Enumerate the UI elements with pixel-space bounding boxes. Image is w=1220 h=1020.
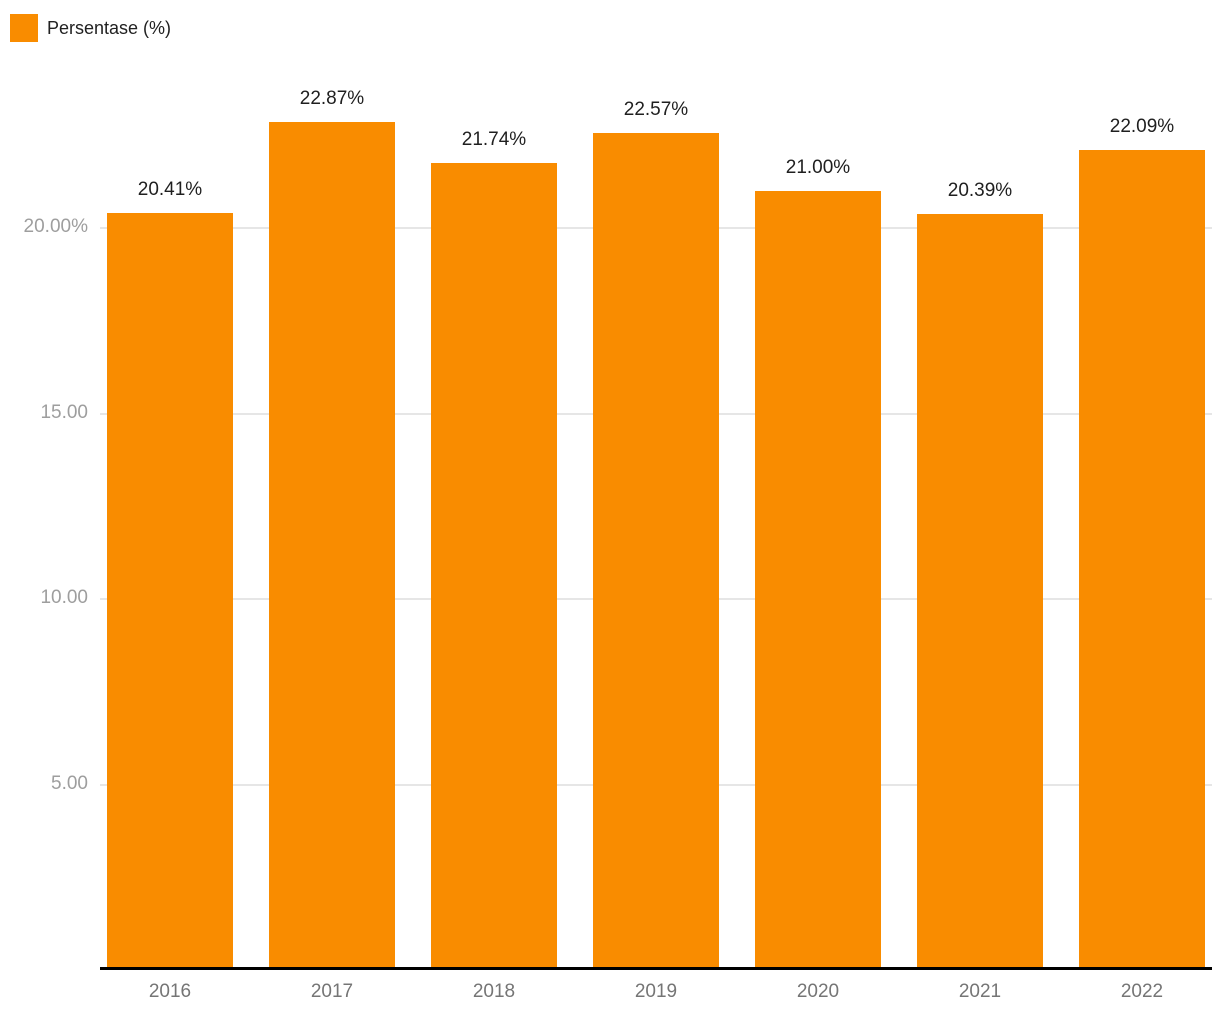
bar-2017[interactable] — [269, 121, 395, 970]
value-label-2016: 20.41% — [137, 178, 203, 200]
y-tick-label-5: 5.00 — [51, 772, 88, 794]
bar-2022[interactable] — [1079, 150, 1205, 970]
bar-2019[interactable] — [593, 132, 719, 970]
bar-2020[interactable] — [755, 190, 881, 970]
y-tick-label-10: 10.00 — [40, 587, 88, 608]
value-label-2017: 22.87% — [299, 87, 365, 109]
y-tick-label-15: 15.00 — [40, 401, 88, 423]
x-tick-label-2019: 2019 — [634, 981, 678, 1002]
legend-label: Persentase (%) — [47, 17, 172, 38]
plot-area: 20.41% 22.87% 21.74% 22.57% 21.00% 20.39% 22.0… — [100, 0, 1212, 970]
x-tick-label-2022: 2022 — [1120, 981, 1164, 1002]
x-tick-label-2018: 2018 — [472, 981, 516, 1002]
value-label-2022: 22.09% — [1109, 116, 1175, 138]
x-tick-label-2016: 2016 — [148, 981, 192, 1002]
value-label-2021: 20.39% — [947, 179, 1013, 201]
x-tick-label-2020: 2020 — [796, 981, 840, 1002]
y-tick-label-20: 20.00% — [23, 216, 88, 237]
bar-2018[interactable] — [431, 163, 557, 970]
bar-2016[interactable] — [107, 212, 233, 970]
value-label-2020: 21.00% — [785, 156, 851, 178]
value-label-2019: 22.57% — [623, 98, 689, 120]
legend: Persentase (%) — [10, 14, 171, 42]
value-label-2018: 21.74% — [461, 129, 527, 151]
x-tick-label-2017: 2017 — [310, 981, 354, 1002]
legend-swatch — [10, 14, 38, 42]
x-axis-line — [100, 967, 1212, 970]
bar-2021[interactable] — [917, 213, 1043, 970]
x-tick-label-2021: 2021 — [958, 981, 1002, 1002]
